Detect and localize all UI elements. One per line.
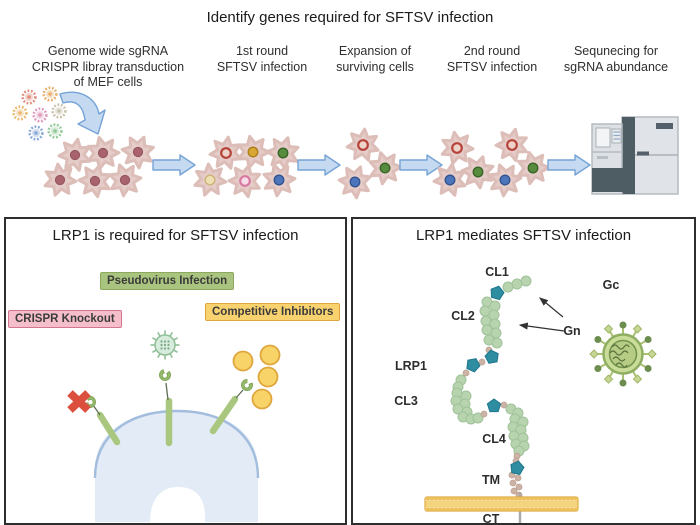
tag-crispr-knockout: CRISPR Knockout: [8, 310, 122, 328]
step-label-round2: 2nd round SFTSV infection: [446, 44, 538, 74]
figure-title: Identify genes required for SFTSV infect…: [206, 9, 494, 26]
right-panel-title: LRP1 mediates SFTSV infection: [415, 227, 632, 244]
tag-competitive-inhibitors: Competitive Inhibitors: [205, 303, 341, 321]
right-panel: [352, 218, 695, 524]
lrp1-receptor-knockout-icon: [83, 394, 121, 446]
label-tm: TM: [481, 473, 501, 487]
label-ct: CT: [482, 512, 500, 525]
inhibitor-dots-icon: [232, 344, 281, 410]
gn-spike-tips: [594, 321, 652, 387]
expanded-cell-group: [431, 124, 554, 201]
step-label-round1: 1st round SFTSV infection: [216, 44, 308, 74]
step-label-sequencing: Sequnecing for sgRNA abundance: [563, 44, 669, 74]
label-gc: Gc: [602, 278, 620, 292]
step-label-library: Genome wide sgRNA CRISPR libray transduc…: [31, 44, 185, 89]
lipid-bilayer-icon: [424, 496, 579, 512]
curved-arrow-icon: [59, 91, 106, 135]
label-gn: Gn: [563, 324, 581, 338]
right-panel-border: [351, 217, 696, 525]
label-cl3: CL3: [394, 394, 418, 408]
left-panel-title: LRP1 is required for SFTSV infection: [52, 227, 299, 244]
cell-membrane-dome: [93, 409, 260, 522]
left-panel-border: [4, 217, 347, 525]
sequencer-icon: [591, 116, 679, 195]
label-cl1: CL1: [485, 265, 509, 279]
flow-arrow-icon: [297, 154, 341, 176]
pseudovirus-icon: [150, 330, 180, 360]
lrp1-receptor-inhibited-icon: [209, 377, 255, 435]
label-lrp1: LRP1: [395, 359, 427, 373]
survivor-cell-group: [333, 125, 406, 203]
label-cl2: CL2: [451, 309, 475, 323]
gc-spike-tips: [589, 324, 657, 384]
flow-arrow-icon: [152, 154, 196, 176]
lrp1-receptor-icon: [157, 368, 173, 447]
tag-pseudovirus-infection: Pseudovirus Infection: [100, 272, 235, 290]
flow-arrow-icon: [399, 154, 443, 176]
gn-pointer-arrows: [518, 297, 565, 332]
cell-nucleus: [150, 486, 206, 522]
label-cl4: CL4: [482, 432, 506, 446]
sgRNA-virus-library-icon: [12, 86, 67, 141]
transduced-cell-group: [191, 131, 305, 201]
lrp1-bead-chain: [450, 275, 532, 499]
mef-cell-group: [40, 129, 160, 201]
red-x-icon: [67, 390, 91, 413]
flow-arrow-icon: [547, 154, 591, 176]
step-label-expansion: Expansion of surviving cells: [336, 44, 414, 74]
sftsv-virion-icon: [589, 321, 657, 387]
